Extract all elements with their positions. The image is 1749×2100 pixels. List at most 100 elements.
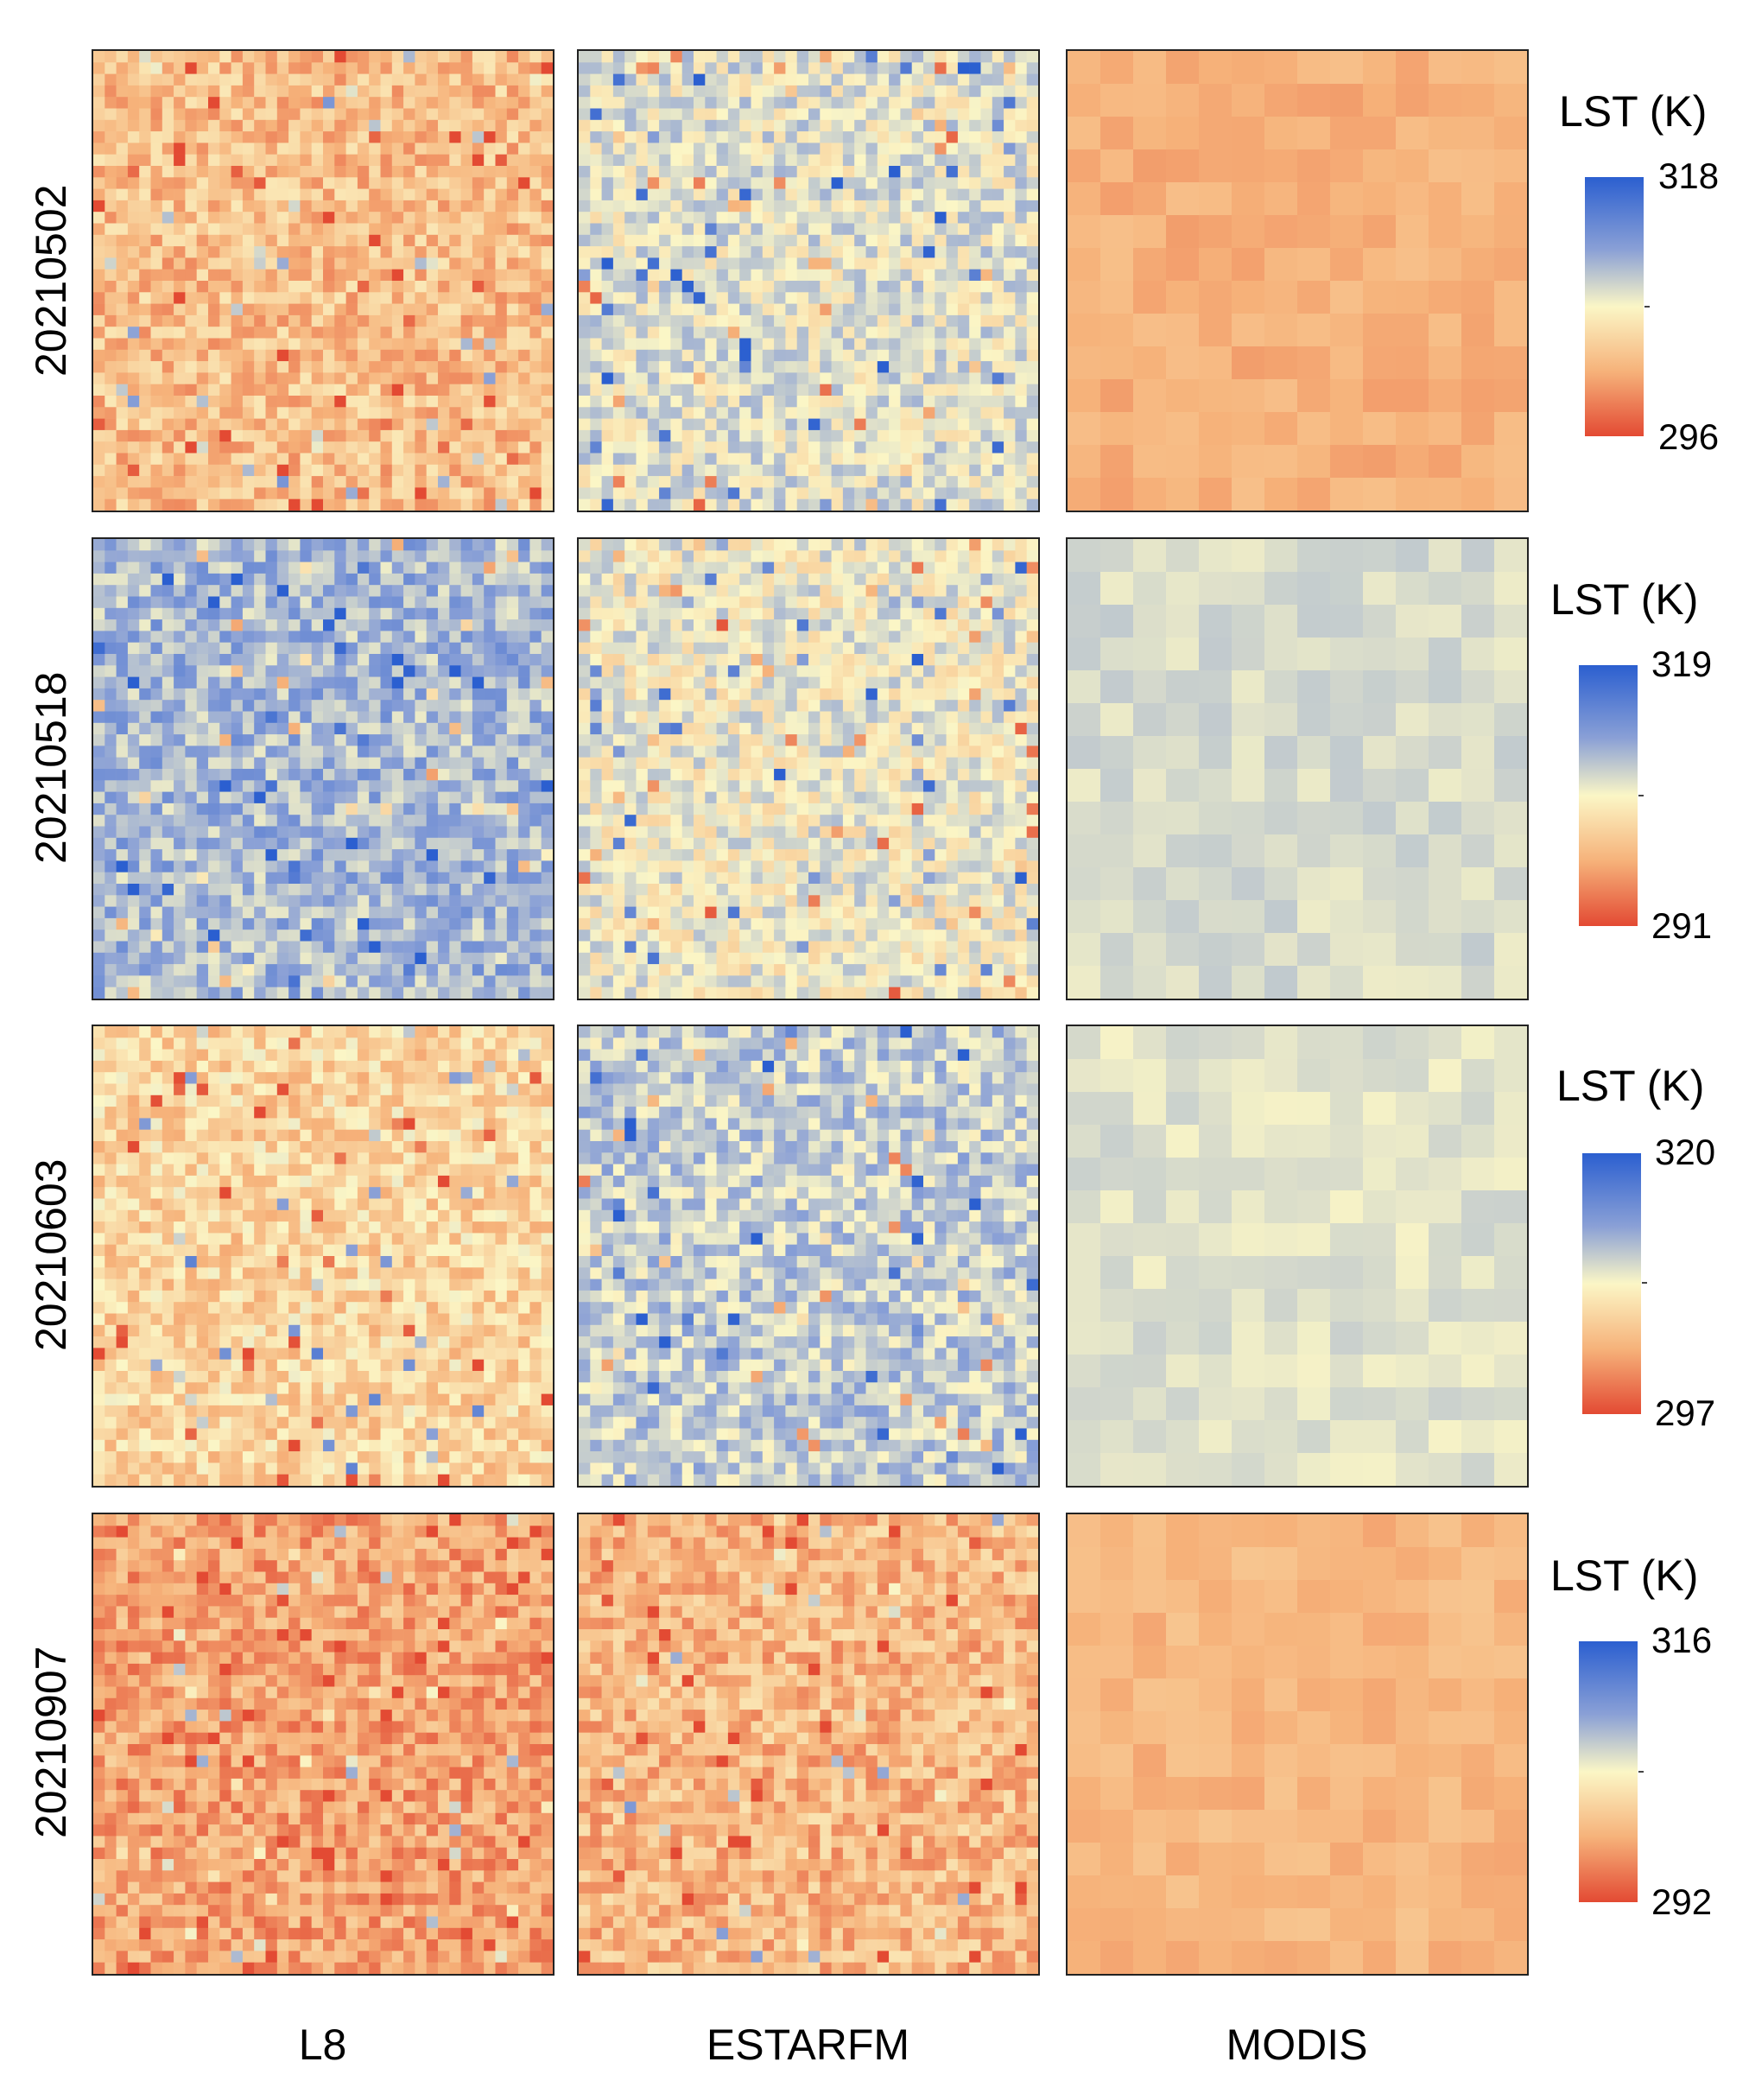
lst-pixel — [980, 166, 993, 178]
lst-pixel — [242, 561, 255, 574]
lst-pixel — [624, 154, 637, 167]
lst-pixel — [415, 803, 427, 815]
lst-pixel — [219, 654, 231, 666]
lst-pixel — [449, 665, 461, 677]
lst-pixel — [288, 952, 301, 965]
lst-pixel — [957, 269, 970, 282]
lst-pixel — [1363, 379, 1397, 413]
lst-pixel — [127, 212, 140, 224]
lst-pixel — [900, 143, 912, 155]
lst-pixel — [139, 826, 151, 839]
lst-pixel — [854, 407, 866, 419]
lst-pixel — [705, 292, 717, 304]
lst-pixel — [208, 384, 220, 397]
lst-pixel — [345, 539, 358, 551]
lst-pixel — [334, 642, 346, 655]
lst-pixel — [1015, 177, 1027, 189]
lst-pixel — [311, 303, 324, 316]
lst-pixel — [105, 498, 117, 511]
lst-pixel — [1004, 97, 1016, 109]
lst-pixel — [484, 418, 496, 431]
lst-pixel — [162, 281, 174, 293]
lst-pixel — [854, 453, 866, 466]
lst-pixel — [438, 303, 450, 316]
lst-pixel — [369, 872, 381, 885]
lst-pixel — [762, 85, 775, 98]
lst-pixel — [116, 498, 129, 511]
lst-pixel — [449, 906, 461, 919]
lst-pixel — [506, 303, 519, 316]
lst-pixel — [139, 396, 151, 408]
lst-pixel — [242, 849, 255, 861]
lst-pixel — [992, 200, 1004, 213]
lst-pixel — [670, 269, 682, 282]
lst-pixel — [276, 837, 289, 850]
lst-pixel — [334, 223, 346, 236]
lst-pixel — [426, 476, 439, 488]
lst-pixel — [541, 73, 553, 86]
lst-pixel — [105, 734, 117, 746]
lst-pixel — [1100, 51, 1134, 85]
lst-pixel — [357, 429, 370, 442]
lst-pixel — [334, 780, 346, 792]
lst-pixel — [380, 550, 393, 562]
lst-pixel — [196, 441, 209, 454]
lst-pixel — [357, 561, 370, 574]
lst-pixel — [681, 246, 694, 258]
lst-pixel — [196, 453, 209, 466]
lst-pixel — [820, 200, 832, 213]
lst-pixel — [254, 200, 266, 213]
lst-pixel — [751, 234, 764, 247]
lst-pixel — [415, 327, 427, 339]
lst-pixel — [219, 631, 231, 643]
lst-pixel — [739, 212, 751, 224]
lst-pixel — [1461, 248, 1495, 282]
lst-pixel — [495, 234, 508, 247]
lst-pixel — [403, 234, 415, 247]
lst-pixel — [139, 769, 151, 781]
lst-pixel — [219, 131, 231, 143]
lst-pixel — [601, 429, 614, 442]
lst-pixel — [380, 464, 393, 477]
lst-pixel — [659, 85, 671, 98]
lst-pixel — [518, 188, 530, 201]
lst-pixel — [820, 119, 832, 132]
lst-pixel — [208, 281, 220, 293]
lst-pixel — [529, 975, 542, 987]
lst-pixel — [472, 952, 485, 965]
lst-pixel — [127, 85, 140, 98]
lst-pixel — [957, 464, 970, 477]
lst-pixel — [403, 849, 415, 861]
lst-pixel — [311, 372, 324, 384]
lst-pixel — [992, 269, 1004, 282]
lst-pixel — [426, 361, 439, 373]
lst-pixel — [1461, 51, 1495, 85]
lst-pixel — [495, 131, 508, 143]
lst-pixel — [139, 51, 151, 63]
lst-pixel — [93, 780, 105, 792]
lst-pixel — [636, 143, 649, 155]
lst-pixel — [518, 338, 530, 351]
lst-pixel — [1264, 314, 1298, 347]
lst-pixel — [300, 246, 312, 258]
lst-pixel — [174, 453, 186, 466]
lst-pixel — [380, 97, 393, 109]
lst-pixel — [774, 453, 786, 466]
lst-pixel — [219, 166, 231, 178]
lst-pixel — [877, 177, 890, 189]
lst-pixel — [208, 51, 220, 63]
lst-pixel — [288, 143, 301, 155]
lst-pixel — [727, 303, 740, 316]
lst-pixel — [877, 257, 890, 270]
lst-pixel — [162, 791, 174, 804]
lst-pixel — [820, 453, 832, 466]
lst-pixel — [636, 212, 649, 224]
lst-pixel — [288, 849, 301, 861]
lst-pixel — [391, 906, 404, 919]
lst-pixel — [403, 361, 415, 373]
lst-pixel — [116, 654, 129, 666]
lst-pixel — [231, 872, 244, 885]
lst-pixel — [1015, 85, 1027, 98]
lst-pixel — [808, 234, 821, 247]
lst-pixel — [265, 826, 278, 839]
